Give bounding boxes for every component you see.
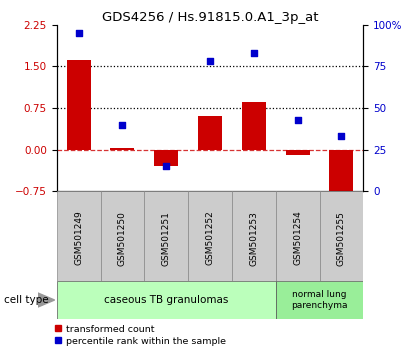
Bar bbox=[198, 116, 222, 149]
Title: GDS4256 / Hs.91815.0.A1_3p_at: GDS4256 / Hs.91815.0.A1_3p_at bbox=[102, 11, 318, 24]
Text: cell type: cell type bbox=[4, 295, 49, 305]
Bar bbox=[144, 191, 188, 281]
Bar bbox=[276, 191, 320, 281]
Bar bbox=[110, 148, 134, 149]
Text: normal lung
parenchyma: normal lung parenchyma bbox=[291, 290, 348, 310]
Text: caseous TB granulomas: caseous TB granulomas bbox=[104, 295, 228, 305]
Text: GSM501250: GSM501250 bbox=[118, 211, 127, 266]
Point bbox=[75, 30, 82, 36]
Legend: transformed count, percentile rank within the sample: transformed count, percentile rank withi… bbox=[51, 321, 230, 349]
Bar bbox=[320, 191, 363, 281]
Point bbox=[250, 50, 257, 56]
Bar bbox=[286, 149, 310, 155]
Text: GSM501252: GSM501252 bbox=[205, 211, 215, 266]
Text: GSM501254: GSM501254 bbox=[293, 211, 302, 266]
Bar bbox=[232, 191, 276, 281]
Bar bbox=[154, 149, 178, 166]
Point bbox=[294, 117, 301, 122]
Text: GSM501253: GSM501253 bbox=[249, 211, 258, 266]
Bar bbox=[57, 191, 100, 281]
Bar bbox=[242, 102, 266, 149]
Bar bbox=[100, 191, 144, 281]
Text: GSM501255: GSM501255 bbox=[337, 211, 346, 266]
Bar bbox=[66, 60, 91, 149]
Bar bbox=[57, 281, 276, 319]
Bar bbox=[329, 149, 354, 197]
Point bbox=[163, 163, 170, 169]
Bar bbox=[276, 281, 363, 319]
Point bbox=[338, 133, 345, 139]
Polygon shape bbox=[38, 293, 55, 307]
Point bbox=[207, 58, 213, 64]
Point bbox=[119, 122, 126, 127]
Text: GSM501249: GSM501249 bbox=[74, 211, 83, 266]
Text: GSM501251: GSM501251 bbox=[162, 211, 171, 266]
Bar bbox=[188, 191, 232, 281]
